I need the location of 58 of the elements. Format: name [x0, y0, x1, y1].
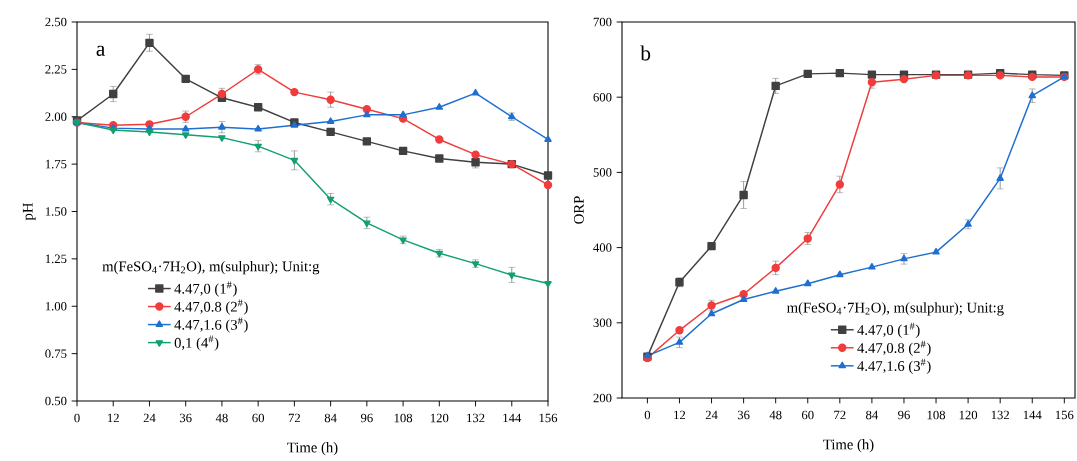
x-tick-label: 156 [1055, 410, 1074, 420]
x-tick-label: 36 [179, 413, 192, 423]
y-axis-title: pH [22, 202, 36, 221]
y-tick-label: 700 [593, 17, 612, 27]
x-tick-label: 36 [737, 410, 750, 420]
x-tick-label: 144 [1023, 410, 1042, 420]
legend-label: 0,1 (4$^{#}$) [174, 335, 219, 351]
x-axis-title: Time (h) [823, 439, 874, 453]
x-tick-label: 120 [959, 410, 978, 420]
x-tick-label: 0 [74, 413, 80, 423]
y-tick-label: 400 [593, 243, 612, 252]
x-tick-label: 60 [252, 413, 265, 423]
legend-label: 4.47,0.8 (2$^{#}$) [174, 299, 248, 315]
x-axis-title: Time (h) [287, 442, 338, 456]
x-tick-label: 12 [674, 410, 686, 420]
x-tick-label: 48 [769, 410, 782, 420]
legend-title: m(FeSO$_{4}$·7H$_{2}$O), m(sulphur); Unit:g [787, 302, 1004, 316]
y-axis-title: ORP [573, 196, 584, 224]
x-tick-label: 24 [705, 410, 718, 420]
y-tick-label: 0.50 [45, 396, 67, 406]
x-tick-label: 48 [215, 413, 228, 423]
annotation: b [640, 45, 651, 61]
y-tick-label: 500 [593, 168, 612, 177]
y-tick-label: 2.00 [45, 112, 67, 122]
legend-label: 4.47,1.6 (3$^{#}$) [857, 358, 931, 374]
x-tick-label: 0 [644, 410, 651, 420]
x-tick-label: 120 [430, 413, 449, 423]
x-tick-label: 96 [360, 413, 373, 423]
x-tick-label: 12 [108, 413, 119, 423]
y-tick-label: 200 [593, 393, 612, 403]
x-tick-label: 72 [834, 410, 846, 420]
y-tick-label: 300 [593, 318, 612, 328]
x-tick-label: 24 [143, 413, 156, 423]
x-tick-label: 84 [866, 410, 879, 420]
x-tick-label: 84 [324, 413, 337, 423]
y-tick-label: 600 [593, 92, 612, 102]
legend-label: 4.47,0 (1$^{#}$) [857, 322, 920, 338]
legend-label: 4.47,0 (1$^{#}$) [174, 281, 237, 297]
y-tick-label: 2.50 [45, 17, 67, 27]
x-tick-label: 156 [539, 413, 558, 423]
y-tick-label: 1.25 [45, 254, 67, 264]
x-tick-label: 132 [991, 410, 1009, 420]
x-tick-label: 108 [927, 410, 946, 420]
legend-title: m(FeSO$_{4}$·7H$_{2}$O), m(sulphur); Unit:g [102, 261, 320, 275]
y-tick-label: 1.75 [45, 159, 67, 169]
y-tick-label: 0.75 [45, 349, 67, 358]
x-tick-label: 144 [503, 413, 522, 423]
x-tick-label: 96 [898, 410, 910, 420]
x-tick-label: 132 [467, 413, 485, 423]
x-tick-label: 108 [394, 413, 413, 423]
y-tick-label: 1.50 [45, 207, 67, 216]
x-tick-label: 72 [288, 413, 301, 423]
legend-label: 4.47,0.8 (2$^{#}$) [857, 340, 931, 356]
y-tick-label: 2.25 [45, 65, 67, 74]
y-tick-label: 1.00 [45, 301, 67, 311]
x-tick-label: 60 [801, 410, 814, 420]
legend-label: 4.47,1.6 (3$^{#}$) [174, 317, 248, 333]
annotation: a [96, 45, 106, 56]
